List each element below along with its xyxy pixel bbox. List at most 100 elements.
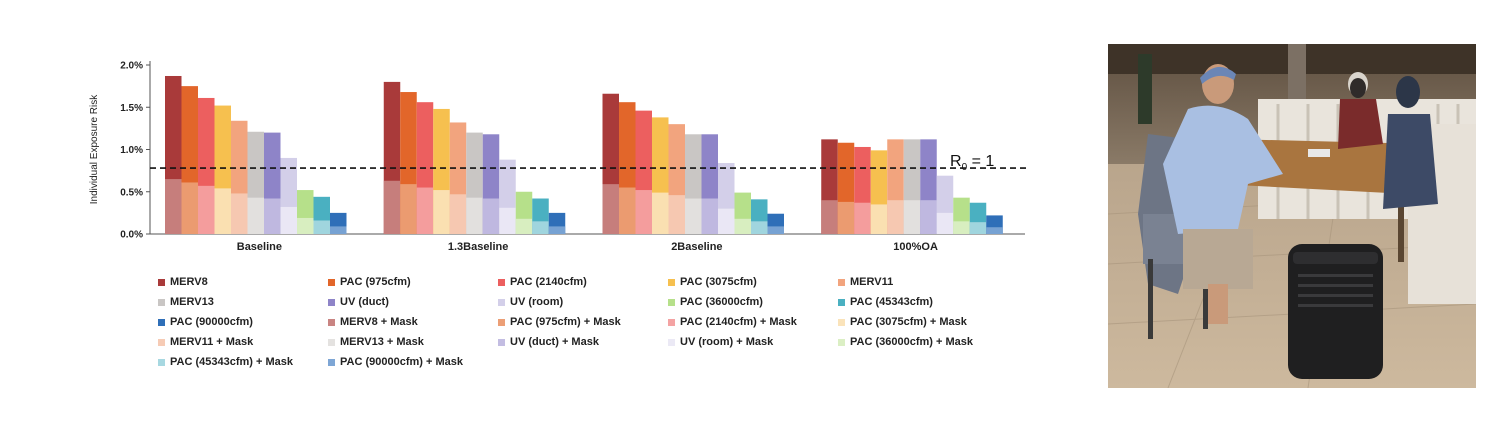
bar-mask-1-3 [837,201,855,234]
legend-item: PAC (90000cfm) + Mask [328,356,498,368]
bar-mask-5-1 [466,197,483,234]
legend-item: PAC (90000cfm) [158,316,328,328]
legend-label: MERV13 [170,296,214,308]
legend-swatch [158,298,165,306]
legend-row: MERV8 PAC (975cfm) PAC (2140cfm) PAC (3075c… [158,272,1038,292]
bar-mask-10-2 [767,226,784,234]
bar-mask-8-1 [515,218,533,234]
bar-mask-2-0 [198,185,215,234]
bar-mask-6-1 [482,198,500,234]
legend-swatch [668,278,675,286]
legend-swatch [838,278,845,286]
legend-label: PAC (3075cfm) + Mask [850,316,967,328]
legend-label: UV (duct) + Mask [510,336,599,348]
bar-mask-9-1 [532,221,549,234]
legend-item: UV (duct) [328,296,498,308]
bar-mask-9-3 [969,222,987,234]
bar-mask-1-2 [619,187,636,234]
legend-swatch [328,318,335,326]
legend-item: PAC (3075cfm) [668,276,838,288]
bar-mask-0-0 [165,179,182,234]
y-tick-label: 1.5% [120,103,143,114]
legend-swatch [158,358,165,366]
restaurant-photo-icon [1108,44,1476,388]
bar-mask-3-3 [870,204,888,234]
legend-label: PAC (45343cfm) [850,296,933,308]
legend-label: UV (room) + Mask [680,336,774,348]
legend-label: PAC (2140cfm) + Mask [680,316,797,328]
bar-mask-4-3 [887,200,904,234]
bar-mask-6-0 [264,198,281,234]
legend-label: UV (duct) [340,296,389,308]
y-axis-label: Individual Exposure Risk [89,94,100,204]
bar-mask-2-1 [416,187,434,234]
bar-mask-5-2 [685,198,702,234]
legend-label: MERV8 + Mask [340,316,418,328]
legend-label: PAC (36000cfm) + Mask [850,336,973,348]
legend-item: MERV11 [838,276,1008,288]
bar-mask-9-0 [313,220,330,234]
legend-swatch [838,338,845,346]
legend-item: MERV8 + Mask [328,316,498,328]
restaurant-photo [1108,44,1476,388]
legend-label: MERV11 + Mask [170,336,254,348]
legend-item: PAC (45343cfm) + Mask [158,356,328,368]
legend-swatch [158,318,165,326]
legend-item: PAC (2140cfm) [498,276,668,288]
bar-mask-5-3 [903,200,921,234]
bar-mask-6-2 [701,198,718,234]
bar-mask-0-3 [821,200,838,234]
legend-swatch [158,278,165,286]
legend-row: PAC (45343cfm) + Mask PAC (90000cfm) + Ma… [158,352,1038,372]
bar-mask-10-0 [330,226,347,234]
legend-item: PAC (36000cfm) [668,296,838,308]
bar-mask-2-3 [854,202,871,234]
legend-item: UV (duct) + Mask [498,336,668,348]
bar-mask-10-1 [548,226,566,234]
bar-mask-1-0 [181,182,198,234]
bar-mask-1-1 [400,184,417,234]
bar-mask-3-2 [652,192,669,234]
legend-label: PAC (975cfm) + Mask [510,316,621,328]
legend-label: PAC (2140cfm) [510,276,587,288]
legend-item: PAC (2140cfm) + Mask [668,316,838,328]
legend-label: UV (room) [510,296,564,308]
category-label: 1.3Baseline [448,241,509,250]
legend-label: MERV13 + Mask [340,336,424,348]
legend-swatch [328,358,335,366]
legend-row: MERV13 UV (duct) UV (room) PAC (36000cfm) PA… [158,292,1038,312]
chart-svg: 0.0% 0.5% 1.0% 1.5% 2.0% Individual Exposure … [89,61,1027,250]
bar-mask-7-1 [499,207,516,234]
legend-swatch [668,338,675,346]
reference-line-label: R0 = 1 [950,153,994,173]
bar-mask-5-0 [247,197,264,234]
legend-label: MERV8 [170,276,208,288]
bar-mask-0-2 [602,184,619,234]
legend-swatch [498,298,505,306]
y-tick-label: 2.0% [120,61,143,72]
legend-item: MERV13 [158,296,328,308]
exposure-risk-chart: 0.0% 0.5% 1.0% 1.5% 2.0% Individual Exposure … [70,50,1030,380]
legend-swatch [328,298,335,306]
legend-item: MERV11 + Mask [158,336,328,348]
legend-item: PAC (975cfm) + Mask [498,316,668,328]
bar-mask-4-0 [231,193,248,234]
legend-label: PAC (36000cfm) [680,296,763,308]
legend-label: PAC (45343cfm) + Mask [170,356,293,368]
legend-label: PAC (90000cfm) [170,316,253,328]
bar-mask-7-3 [936,212,954,234]
bar-mask-3-0 [214,188,231,234]
legend-item: UV (room) [498,296,668,308]
y-tick-label: 0.5% [120,187,143,198]
legend-swatch [668,318,675,326]
legend-label: PAC (90000cfm) + Mask [340,356,463,368]
bar-mask-4-1 [449,194,467,234]
legend-swatch [498,278,505,286]
legend-swatch [328,338,335,346]
legend-swatch [668,298,675,306]
y-tick-label: 0.0% [120,230,143,241]
bar-mask-8-3 [953,221,970,234]
legend-label: MERV11 [850,276,894,288]
category-label: Baseline [237,241,282,250]
legend-row: MERV11 + Mask MERV13 + Mask UV (duct) + Ma… [158,332,1038,352]
